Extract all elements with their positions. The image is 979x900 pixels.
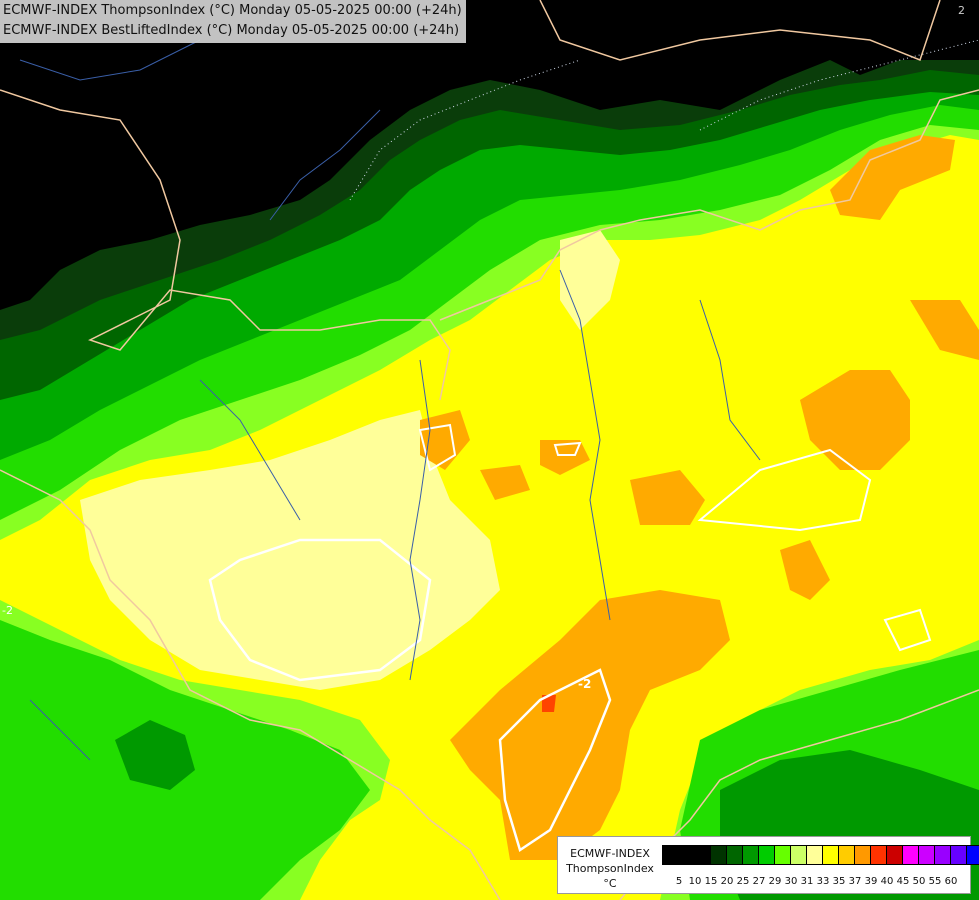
corner-label: 2 [958, 4, 965, 17]
legend-unit: °C [603, 877, 617, 890]
legend-tick: 55 [928, 876, 942, 887]
legend-tick: 45 [896, 876, 910, 887]
river-lines [19, 39, 761, 761]
legend-tick: 39 [864, 876, 878, 887]
contour-line-3 [697, 448, 872, 532]
map-title: ECMWF-INDEX ThompsonIndex (°C) Monday 05… [0, 0, 466, 43]
dotted-border [349, 39, 979, 201]
zone-orange-c [630, 470, 705, 525]
legend-tick: 33 [816, 876, 830, 887]
legend-swatch [774, 845, 791, 865]
legend-swatch [790, 845, 807, 865]
zone-orange-s [450, 590, 730, 860]
legend-tick: 27 [752, 876, 766, 887]
legend-swatch [806, 845, 823, 865]
contour-label-1: -2 [578, 677, 591, 691]
title-line-1: ECMWF-INDEX ThompsonIndex (°C) Monday 05… [3, 3, 462, 18]
legend-swatch [678, 845, 695, 865]
contour-line-5 [553, 441, 582, 456]
legend-swatch [950, 845, 967, 865]
zone-paleyellow [80, 410, 500, 690]
legend-tick: 31 [800, 876, 814, 887]
legend-tick: 5 [675, 876, 683, 887]
legend-tick: 37 [848, 876, 862, 887]
legend-swatch [854, 845, 871, 865]
legend-swatch [966, 845, 979, 865]
legend-tick: 35 [832, 876, 846, 887]
contour-label-2: -2 [2, 604, 13, 617]
legend-swatch [886, 845, 903, 865]
zone-paleyellow-2 [560, 230, 620, 330]
legend-tick: 20 [720, 876, 734, 887]
legend-swatch [902, 845, 919, 865]
legend-swatch [838, 845, 855, 865]
legend-tick: 29 [768, 876, 782, 887]
legend-tick: 30 [784, 876, 798, 887]
legend-swatch [934, 845, 951, 865]
legend-swatch [822, 845, 839, 865]
legend-swatch [662, 845, 679, 865]
zone-orange-ne [830, 135, 955, 220]
legend-tick: 25 [736, 876, 750, 887]
contour-line-1 [498, 668, 612, 852]
legend-tick: 40 [880, 876, 894, 887]
legend: ECMWF-INDEX ThompsonIndex °C 5 10 15 20 25 27… [557, 836, 979, 894]
legend-tick: 15 [704, 876, 718, 887]
legend-swatch [918, 845, 935, 865]
legend-field: ThompsonIndex [566, 862, 654, 875]
zone-orange-e3 [910, 300, 979, 360]
zone-yellow [0, 135, 979, 900]
title-line-2: ECMWF-INDEX BestLiftedIndex (°C) Monday … [3, 23, 460, 38]
legend-tick: 10 [688, 876, 702, 887]
contour-line-2 [208, 538, 432, 682]
legend-ticks: 5 10 15 20 25 27 29 30 31 33 35 37 39 40 45 50 55 60 [671, 875, 959, 889]
legend-title: ECMWF-INDEX ThompsonIndex °C [562, 846, 658, 891]
legend-swatch [742, 845, 759, 865]
legend-tick: 50 [912, 876, 926, 887]
legend-swatch [726, 845, 743, 865]
legend-model: ECMWF-INDEX [570, 847, 650, 860]
legend-swatches [662, 845, 979, 865]
zone-orange-w2 [480, 465, 530, 500]
contour-line-6 [883, 608, 932, 652]
legend-swatch [870, 845, 887, 865]
zone-orange-e2 [780, 540, 830, 600]
legend-swatch [694, 845, 711, 865]
zone-orange-w [420, 410, 470, 470]
zone-red-spot [542, 695, 556, 712]
zone-orange-e [800, 370, 910, 470]
zone-darkgreen-sw [115, 720, 195, 790]
zone-black [0, 0, 979, 310]
legend-swatch [710, 845, 727, 865]
legend-tick: 60 [944, 876, 958, 887]
legend-swatch [758, 845, 775, 865]
